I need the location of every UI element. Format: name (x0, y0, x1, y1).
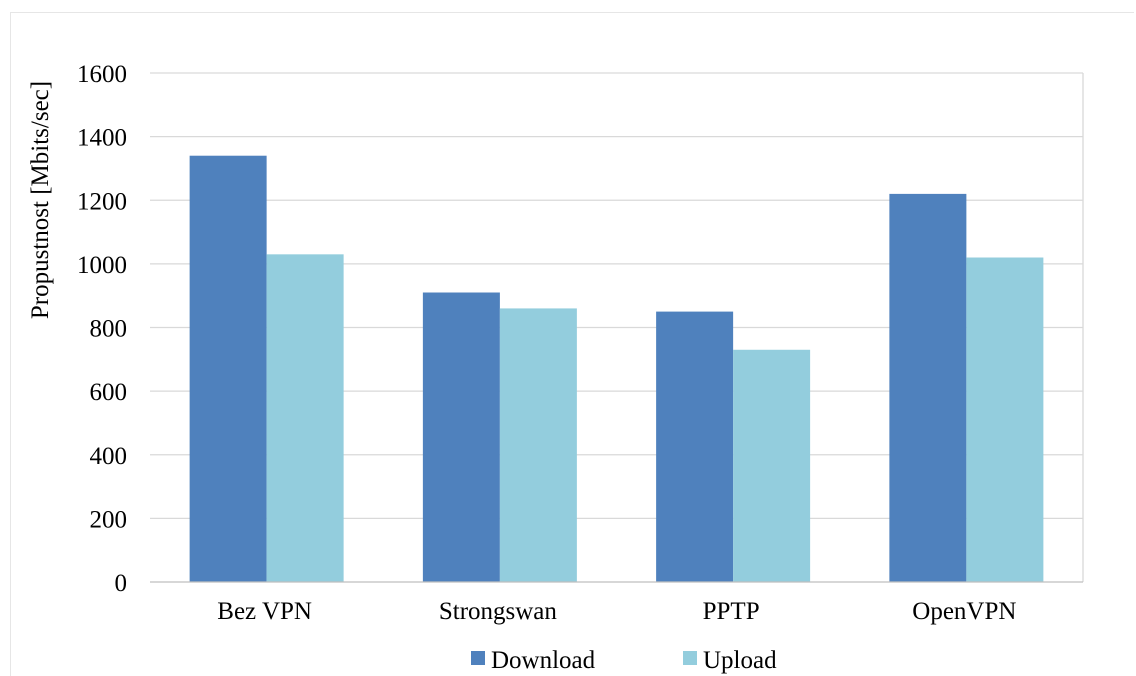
bars (189, 155, 1044, 583)
y-tick-label: 1400 (77, 125, 127, 152)
y-tick-label: 200 (90, 506, 128, 533)
bar-download (189, 155, 267, 582)
x-tick-labels: Bez VPN Strongswan PPTP OpenVPN (217, 598, 1016, 625)
legend-swatch (683, 651, 697, 665)
y-tick-label: 400 (90, 443, 128, 470)
bar-upload (499, 308, 577, 582)
bar-download (422, 292, 500, 582)
y-tick-label: 600 (90, 379, 128, 406)
y-tick-labels: 0 200 400 600 800 1000 1200 1400 1600 (77, 61, 127, 597)
legend-label: Download (491, 647, 596, 674)
bar-download (656, 311, 734, 582)
y-tick-label: 800 (90, 316, 128, 343)
bar-upload (266, 254, 344, 583)
bar-upload (966, 257, 1044, 582)
x-tick-label: OpenVPN (912, 598, 1016, 625)
y-axis-label: Propustnost [Mbits/sec] (27, 81, 54, 319)
axes (150, 73, 1084, 583)
y-tick-label: 1000 (77, 252, 127, 279)
x-tick-label: PPTP (703, 598, 760, 625)
y-tick-label: 1200 (77, 188, 127, 215)
legend-label: Upload (703, 647, 777, 674)
bar-upload (733, 349, 811, 582)
x-tick-label: Strongswan (439, 598, 558, 625)
legend: Download Upload (471, 647, 777, 674)
legend-swatch (471, 651, 485, 665)
chart-frame (10, 12, 1134, 676)
x-tick-label: Bez VPN (217, 598, 312, 625)
bar-download (889, 193, 967, 582)
y-tick-label: 1600 (77, 61, 127, 88)
y-tick-label: 0 (115, 570, 128, 597)
